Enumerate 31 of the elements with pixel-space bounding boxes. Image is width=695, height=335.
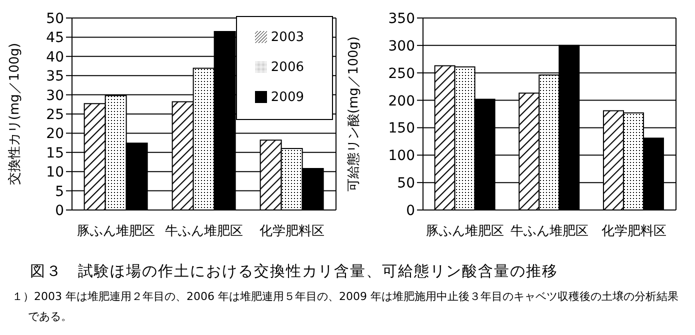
y-tick-label: 350 — [388, 10, 415, 27]
y-tick-label: 15 — [46, 145, 64, 162]
y-tick-label: 10 — [46, 164, 64, 181]
y-tick-label: 50 — [397, 176, 415, 192]
y-tick-label: 35 — [46, 68, 64, 85]
y-axis-title: 可給態リン酸(mg／100g) — [346, 36, 362, 192]
legend-label: 2009 — [270, 90, 304, 105]
legend-label: 2003 — [270, 30, 304, 45]
y-tick-label: 100 — [388, 148, 415, 164]
x-tick-label: 豚ふん堆肥区 — [77, 224, 155, 240]
y-tick-label: 45 — [46, 30, 64, 46]
y-tick-label: 40 — [46, 49, 64, 66]
y-tick-label: 30 — [46, 88, 64, 104]
y-tick-label: 20 — [46, 126, 64, 142]
y-tick-label: 50 — [46, 10, 64, 27]
y-tick-label: 5 — [55, 184, 64, 200]
text: １）2003 年は堆肥連用２年目の、2006 年は堆肥連用５年目の、2009 年は堆肥施用中止後３年目のキャベツ収穫後の土壌の分析結果である。 — [11, 289, 680, 325]
x-tick-label: 牛ふん堆肥区 — [165, 224, 243, 240]
y-tick-label: 250 — [388, 66, 415, 82]
text: 図３ 試験ほ場の作土における交換性カリ含量、可給態リン酸含量の推移 — [30, 262, 559, 281]
x-tick-label: 化学肥料区 — [601, 224, 666, 240]
y-tick-label: 25 — [46, 106, 64, 123]
y-tick-label: 0 — [55, 202, 64, 219]
y-tick-label: 150 — [388, 120, 415, 137]
x-tick-label: 豚ふん堆肥区 — [426, 224, 504, 240]
y-tick-label: 200 — [388, 93, 415, 110]
legend-label: 2006 — [270, 60, 304, 75]
x-tick-label: 化学肥料区 — [260, 224, 324, 240]
y-tick-label: 300 — [388, 38, 415, 54]
y-tick-label: 0 — [406, 202, 415, 219]
x-tick-label: 牛ふん堆肥区 — [510, 224, 588, 240]
